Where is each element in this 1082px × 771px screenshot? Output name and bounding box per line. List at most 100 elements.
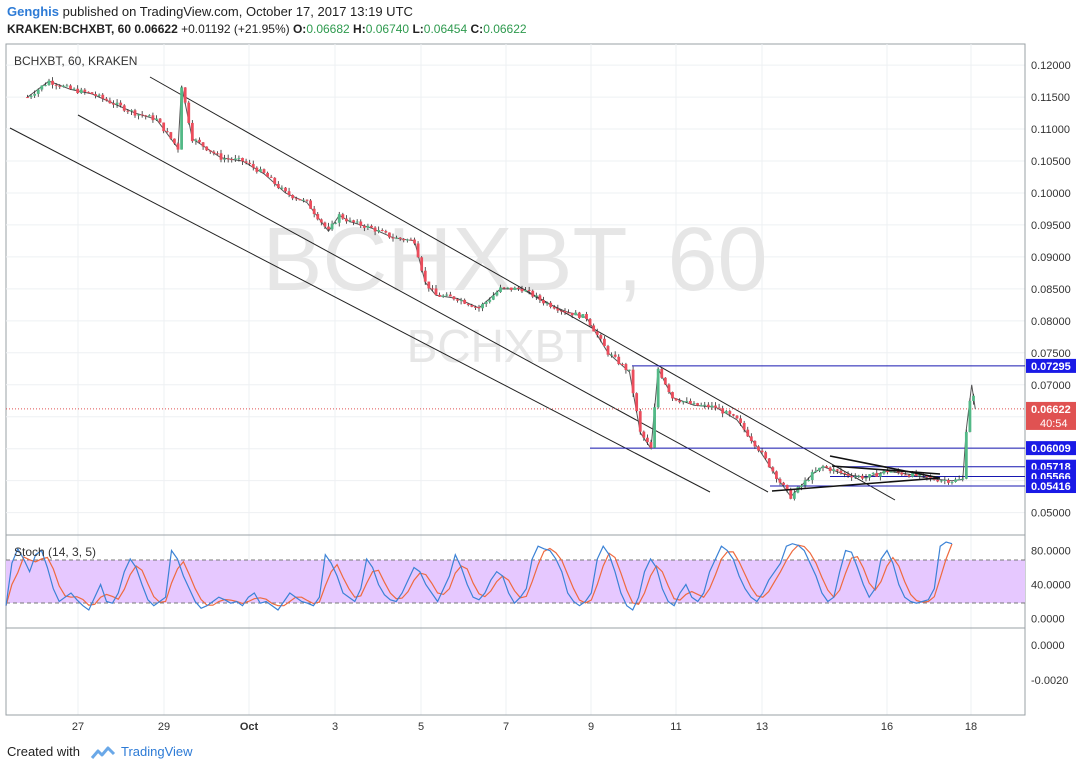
candle-body-35 (151, 115, 155, 121)
candle-body-198 (735, 415, 739, 419)
candle-body-159 (595, 331, 599, 335)
candle-body-33 (144, 115, 148, 117)
candle-body-199 (739, 418, 742, 423)
candle-body-126 (477, 306, 481, 309)
stoch-tick-2: 0.0000 (1031, 613, 1065, 625)
candle-body-263 (968, 400, 972, 432)
candle-body-3 (36, 89, 40, 94)
symbol-full: KRAKEN:BCHXBT, 60 (7, 22, 132, 36)
candle-body-88 (341, 214, 345, 219)
candle-body-106 (405, 239, 409, 241)
candle-body-150 (563, 310, 567, 313)
candle-body-175 (653, 407, 656, 448)
price-tick-1: 0.11500 (1031, 92, 1070, 104)
candle-body-195 (724, 411, 728, 414)
candle-body-256 (943, 479, 947, 481)
candle-body-116 (441, 295, 445, 297)
candle-body-218 (807, 480, 811, 482)
candle-body-58 (233, 158, 237, 160)
footer: Created with TradingView (7, 744, 193, 760)
candle-body-111 (423, 270, 427, 282)
candle-body-207 (767, 458, 771, 468)
candle-body-235 (868, 474, 871, 478)
candle-body-113 (431, 288, 434, 290)
candle-body-147 (552, 306, 556, 309)
candle-body-91 (352, 220, 355, 223)
time-tick-10: 18 (965, 721, 977, 733)
high-label: H: (353, 22, 366, 36)
candle-body-45 (187, 102, 191, 123)
candle-body-63 (251, 163, 255, 168)
candle-body-176 (656, 368, 660, 408)
candle-body-197 (732, 414, 735, 416)
time-tick-8: 13 (756, 721, 768, 733)
price-tick-14: 0.05000 (1031, 508, 1071, 520)
candle-body-236 (871, 472, 875, 475)
candle-body-186 (692, 403, 696, 405)
candle-body-182 (678, 400, 682, 403)
candle-body-246 (907, 474, 911, 477)
time-tick-1: 29 (158, 721, 170, 733)
candle-body-203 (753, 440, 757, 447)
candle-body-167 (624, 364, 628, 371)
candle-body-190 (706, 404, 710, 408)
close-value: 0.06622 (483, 22, 527, 36)
candle-body-22 (104, 98, 108, 101)
candle-body-152 (570, 312, 574, 316)
candle-body-56 (226, 158, 230, 160)
candle-body-254 (936, 479, 940, 482)
candle-body-196 (728, 411, 732, 415)
candle-body-238 (878, 473, 882, 477)
candle-body-164 (613, 354, 617, 357)
candle-body-93 (359, 221, 363, 226)
candle-body-221 (818, 467, 821, 471)
candle-body-48 (198, 139, 201, 143)
candle-body-240 (886, 470, 889, 473)
candle-body-2 (33, 93, 37, 96)
candle-body-205 (760, 450, 764, 453)
candle-body-228 (843, 472, 846, 474)
candle-body-130 (491, 295, 495, 300)
candle-body-31 (137, 114, 140, 116)
candle-body-114 (434, 288, 438, 295)
time-tick-9: 16 (881, 721, 893, 733)
triangle-pattern (771, 455, 941, 492)
chart-legend: BCHXBT, 60, KRAKEN (14, 54, 137, 68)
tradingview-brand[interactable]: TradingView (121, 744, 193, 759)
price-tick-4: 0.10000 (1031, 188, 1071, 200)
author-name[interactable]: Genghis (7, 4, 60, 19)
price-change: +0.01192 (+21.95%) (181, 22, 290, 36)
high-value: 0.06740 (365, 22, 410, 36)
stoch-tick-1: 40.0000 (1031, 579, 1071, 591)
candle-body-118 (448, 294, 452, 297)
candle-body-71 (280, 187, 284, 189)
candle-body-1 (29, 95, 33, 98)
candle-body-44 (183, 87, 187, 103)
candle-body-134 (506, 287, 510, 289)
candle-body-17 (87, 91, 90, 93)
candle-body-191 (710, 405, 714, 408)
close-label: C: (470, 22, 484, 36)
level-label-bg-0 (1026, 358, 1076, 373)
candle-body-100 (384, 231, 388, 233)
level-label-bg-4 (1026, 479, 1076, 494)
candle-body-137 (517, 287, 520, 289)
low-value: 0.06454 (423, 22, 468, 36)
candle-body-249 (918, 474, 922, 476)
candle-body-248 (914, 472, 918, 476)
candle-body-110 (420, 257, 424, 271)
candle-body-237 (875, 472, 879, 477)
open-label: O: (292, 22, 307, 36)
candle-body-36 (155, 118, 158, 121)
candle-body-54 (219, 153, 223, 160)
price-tick-2: 0.11000 (1031, 124, 1070, 136)
candle-body-47 (194, 139, 198, 142)
candle-body-119 (452, 296, 456, 300)
candle-body-169 (631, 369, 635, 394)
candle-body-158 (592, 325, 596, 332)
channel-line-0 (9, 127, 711, 493)
candle-body-29 (130, 110, 133, 112)
candle-body-96 (370, 225, 373, 228)
candle-body-222 (821, 466, 825, 468)
